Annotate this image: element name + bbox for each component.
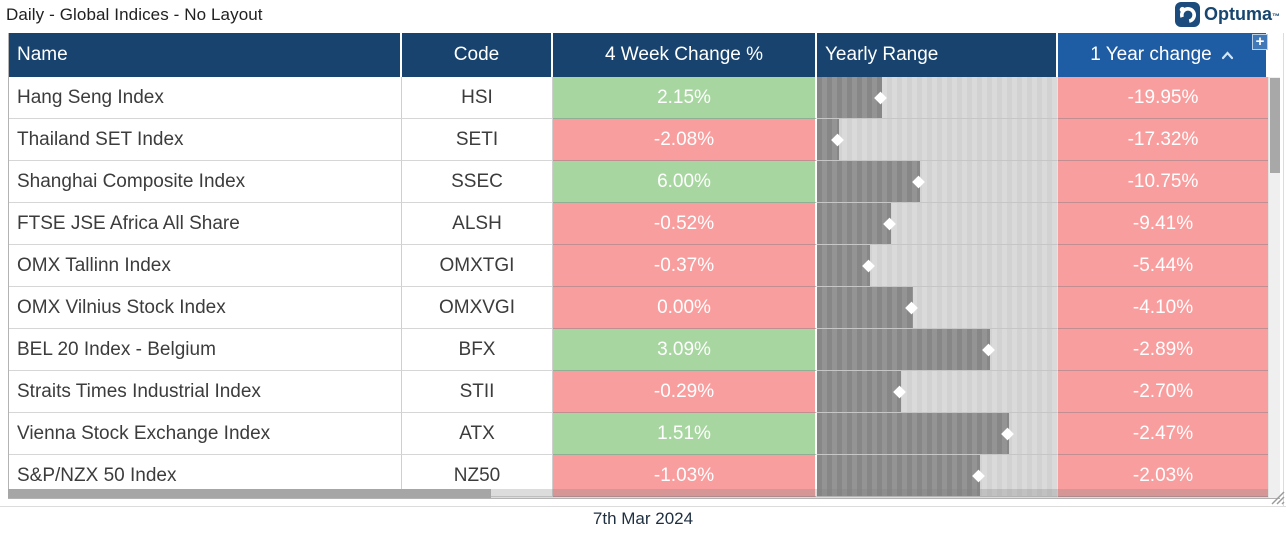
index-name-cell: Vienna Stock Exchange Index bbox=[9, 413, 402, 455]
one-year-change-cell: -9.41% bbox=[1058, 203, 1268, 245]
index-name-cell: FTSE JSE Africa All Share bbox=[9, 203, 402, 245]
index-name-cell: Thailand SET Index bbox=[9, 119, 402, 161]
yearly-range-cell bbox=[817, 287, 1058, 329]
column-header-code[interactable]: Code bbox=[402, 33, 553, 77]
table-row[interactable]: Hang Seng Index HSI 2.15% -19.95% bbox=[9, 77, 1269, 119]
column-header-4-week-change-label: 4 Week Change % bbox=[604, 44, 764, 65]
resize-grip-icon[interactable] bbox=[1271, 491, 1285, 510]
table-row[interactable]: BEL 20 Index - Belgium BFX 3.09% -2.89% bbox=[9, 329, 1269, 371]
index-code-cell: ATX bbox=[402, 413, 553, 455]
yearly-range-filled-bar bbox=[817, 371, 901, 412]
index-code-cell: OMXTGI bbox=[402, 245, 553, 287]
yearly-range-filled-bar bbox=[817, 161, 921, 202]
table-row[interactable]: Thailand SET Index SETI -2.08% -17.32% bbox=[9, 119, 1269, 161]
table-body: Hang Seng Index HSI 2.15% -19.95% Thaila… bbox=[9, 77, 1269, 498]
one-year-change-cell: -2.47% bbox=[1058, 413, 1268, 455]
table-bottom-border bbox=[8, 498, 1280, 499]
pane-bottom-border bbox=[0, 506, 1286, 507]
four-week-change-cell: -0.52% bbox=[553, 203, 817, 245]
pane-right-border bbox=[1283, 33, 1284, 506]
add-column-icon[interactable]: + bbox=[1252, 34, 1268, 50]
one-year-change-cell: -4.10% bbox=[1058, 287, 1268, 329]
index-code-cell: SSEC bbox=[402, 161, 553, 203]
yearly-range-filled-bar bbox=[817, 119, 839, 160]
index-name-cell: Shanghai Composite Index bbox=[9, 161, 402, 203]
column-header-code-label: Code bbox=[453, 44, 500, 65]
yearly-range-filled-bar bbox=[817, 245, 870, 286]
one-year-change-cell: -10.75% bbox=[1058, 161, 1268, 203]
column-header-name-label: Name bbox=[17, 44, 68, 65]
yearly-range-filled-bar bbox=[817, 329, 990, 370]
optuma-logo: Optuma™ bbox=[1174, 2, 1280, 27]
one-year-change-cell: -19.95% bbox=[1058, 77, 1268, 119]
vertical-scrollbar-thumb[interactable] bbox=[1270, 78, 1280, 173]
table-row[interactable]: Straits Times Industrial Index STII -0.2… bbox=[9, 371, 1269, 413]
one-year-change-cell: -2.89% bbox=[1058, 329, 1268, 371]
one-year-change-cell: -2.03% bbox=[1058, 455, 1268, 497]
optuma-logo-text: Optuma™ bbox=[1203, 4, 1280, 24]
yearly-range-cell bbox=[817, 119, 1058, 161]
yearly-range-cell bbox=[817, 413, 1058, 455]
index-code-cell: STII bbox=[402, 371, 553, 413]
four-week-change-cell: -1.03% bbox=[553, 455, 817, 497]
four-week-change-cell: 6.00% bbox=[553, 161, 817, 203]
yearly-range-filled-bar bbox=[817, 413, 1009, 454]
optuma-logo-icon bbox=[1174, 2, 1200, 27]
page-title: Daily - Global Indices - No Layout bbox=[6, 5, 263, 24]
table-row[interactable]: Shanghai Composite Index SSEC 6.00% -10.… bbox=[9, 161, 1269, 203]
index-code-cell: ALSH bbox=[402, 203, 553, 245]
four-week-change-cell: -0.29% bbox=[553, 371, 817, 413]
column-header-1-year-change[interactable]: 1 Year change bbox=[1058, 33, 1268, 77]
column-header-yearly-range-label: Yearly Range bbox=[825, 44, 939, 65]
column-header-yearly-range[interactable]: Yearly Range bbox=[817, 33, 1058, 77]
one-year-change-cell: -2.70% bbox=[1058, 371, 1268, 413]
trademark-mark: ™ bbox=[1272, 12, 1280, 21]
table-row[interactable]: OMX Tallinn Index OMXTGI -0.37% -5.44% bbox=[9, 245, 1269, 287]
yearly-range-filled-bar bbox=[817, 77, 882, 118]
four-week-change-cell: 2.15% bbox=[553, 77, 817, 119]
column-header-1-year-change-label: 1 Year change bbox=[1090, 44, 1212, 65]
yearly-range-filled-bar bbox=[817, 203, 892, 244]
yearly-range-cell bbox=[817, 203, 1058, 245]
table-row[interactable]: Vienna Stock Exchange Index ATX 1.51% -2… bbox=[9, 413, 1269, 455]
index-name-cell: Hang Seng Index bbox=[9, 77, 402, 119]
yearly-range-cell bbox=[817, 161, 1058, 203]
index-code-cell: OMXVGI bbox=[402, 287, 553, 329]
four-week-change-cell: -2.08% bbox=[553, 119, 817, 161]
yearly-range-cell bbox=[817, 455, 1058, 497]
column-header-4-week-change[interactable]: 4 Week Change % bbox=[553, 33, 817, 77]
table-row[interactable]: S&P/NZX 50 Index NZ50 -1.03% -2.03% bbox=[9, 455, 1269, 497]
one-year-change-cell: -5.44% bbox=[1058, 245, 1268, 287]
index-name-cell: OMX Tallinn Index bbox=[9, 245, 402, 287]
table-row[interactable]: FTSE JSE Africa All Share ALSH -0.52% -9… bbox=[9, 203, 1269, 245]
horizontal-scrollbar[interactable] bbox=[8, 489, 1268, 498]
status-date: 7th Mar 2024 bbox=[592, 509, 694, 528]
index-code-cell: SETI bbox=[402, 119, 553, 161]
one-year-change-cell: -17.32% bbox=[1058, 119, 1268, 161]
index-name-cell: BEL 20 Index - Belgium bbox=[9, 329, 402, 371]
yearly-range-cell bbox=[817, 245, 1058, 287]
column-header-name[interactable]: Name bbox=[9, 33, 402, 77]
yearly-range-filled-bar bbox=[817, 455, 981, 496]
four-week-change-cell: 3.09% bbox=[553, 329, 817, 371]
yearly-range-cell bbox=[817, 371, 1058, 413]
horizontal-scrollbar-thumb[interactable] bbox=[8, 489, 491, 498]
index-code-cell: HSI bbox=[402, 77, 553, 119]
table-header-row: Name Code 4 Week Change % Yearly Range 1… bbox=[9, 33, 1269, 77]
four-week-change-cell: 0.00% bbox=[553, 287, 817, 329]
watchlist-table: Name Code 4 Week Change % Yearly Range 1… bbox=[8, 33, 1269, 498]
index-name-cell: Straits Times Industrial Index bbox=[9, 371, 402, 413]
vertical-scrollbar[interactable] bbox=[1268, 77, 1280, 498]
four-week-change-cell: 1.51% bbox=[553, 413, 817, 455]
index-name-cell: OMX Vilnius Stock Index bbox=[9, 287, 402, 329]
sort-ascending-icon bbox=[1221, 50, 1234, 60]
table-row[interactable]: OMX Vilnius Stock Index OMXVGI 0.00% -4.… bbox=[9, 287, 1269, 329]
yearly-range-filled-bar bbox=[817, 287, 913, 328]
index-code-cell: BFX bbox=[402, 329, 553, 371]
four-week-change-cell: -0.37% bbox=[553, 245, 817, 287]
yearly-range-cell bbox=[817, 329, 1058, 371]
yearly-range-cell bbox=[817, 77, 1058, 119]
